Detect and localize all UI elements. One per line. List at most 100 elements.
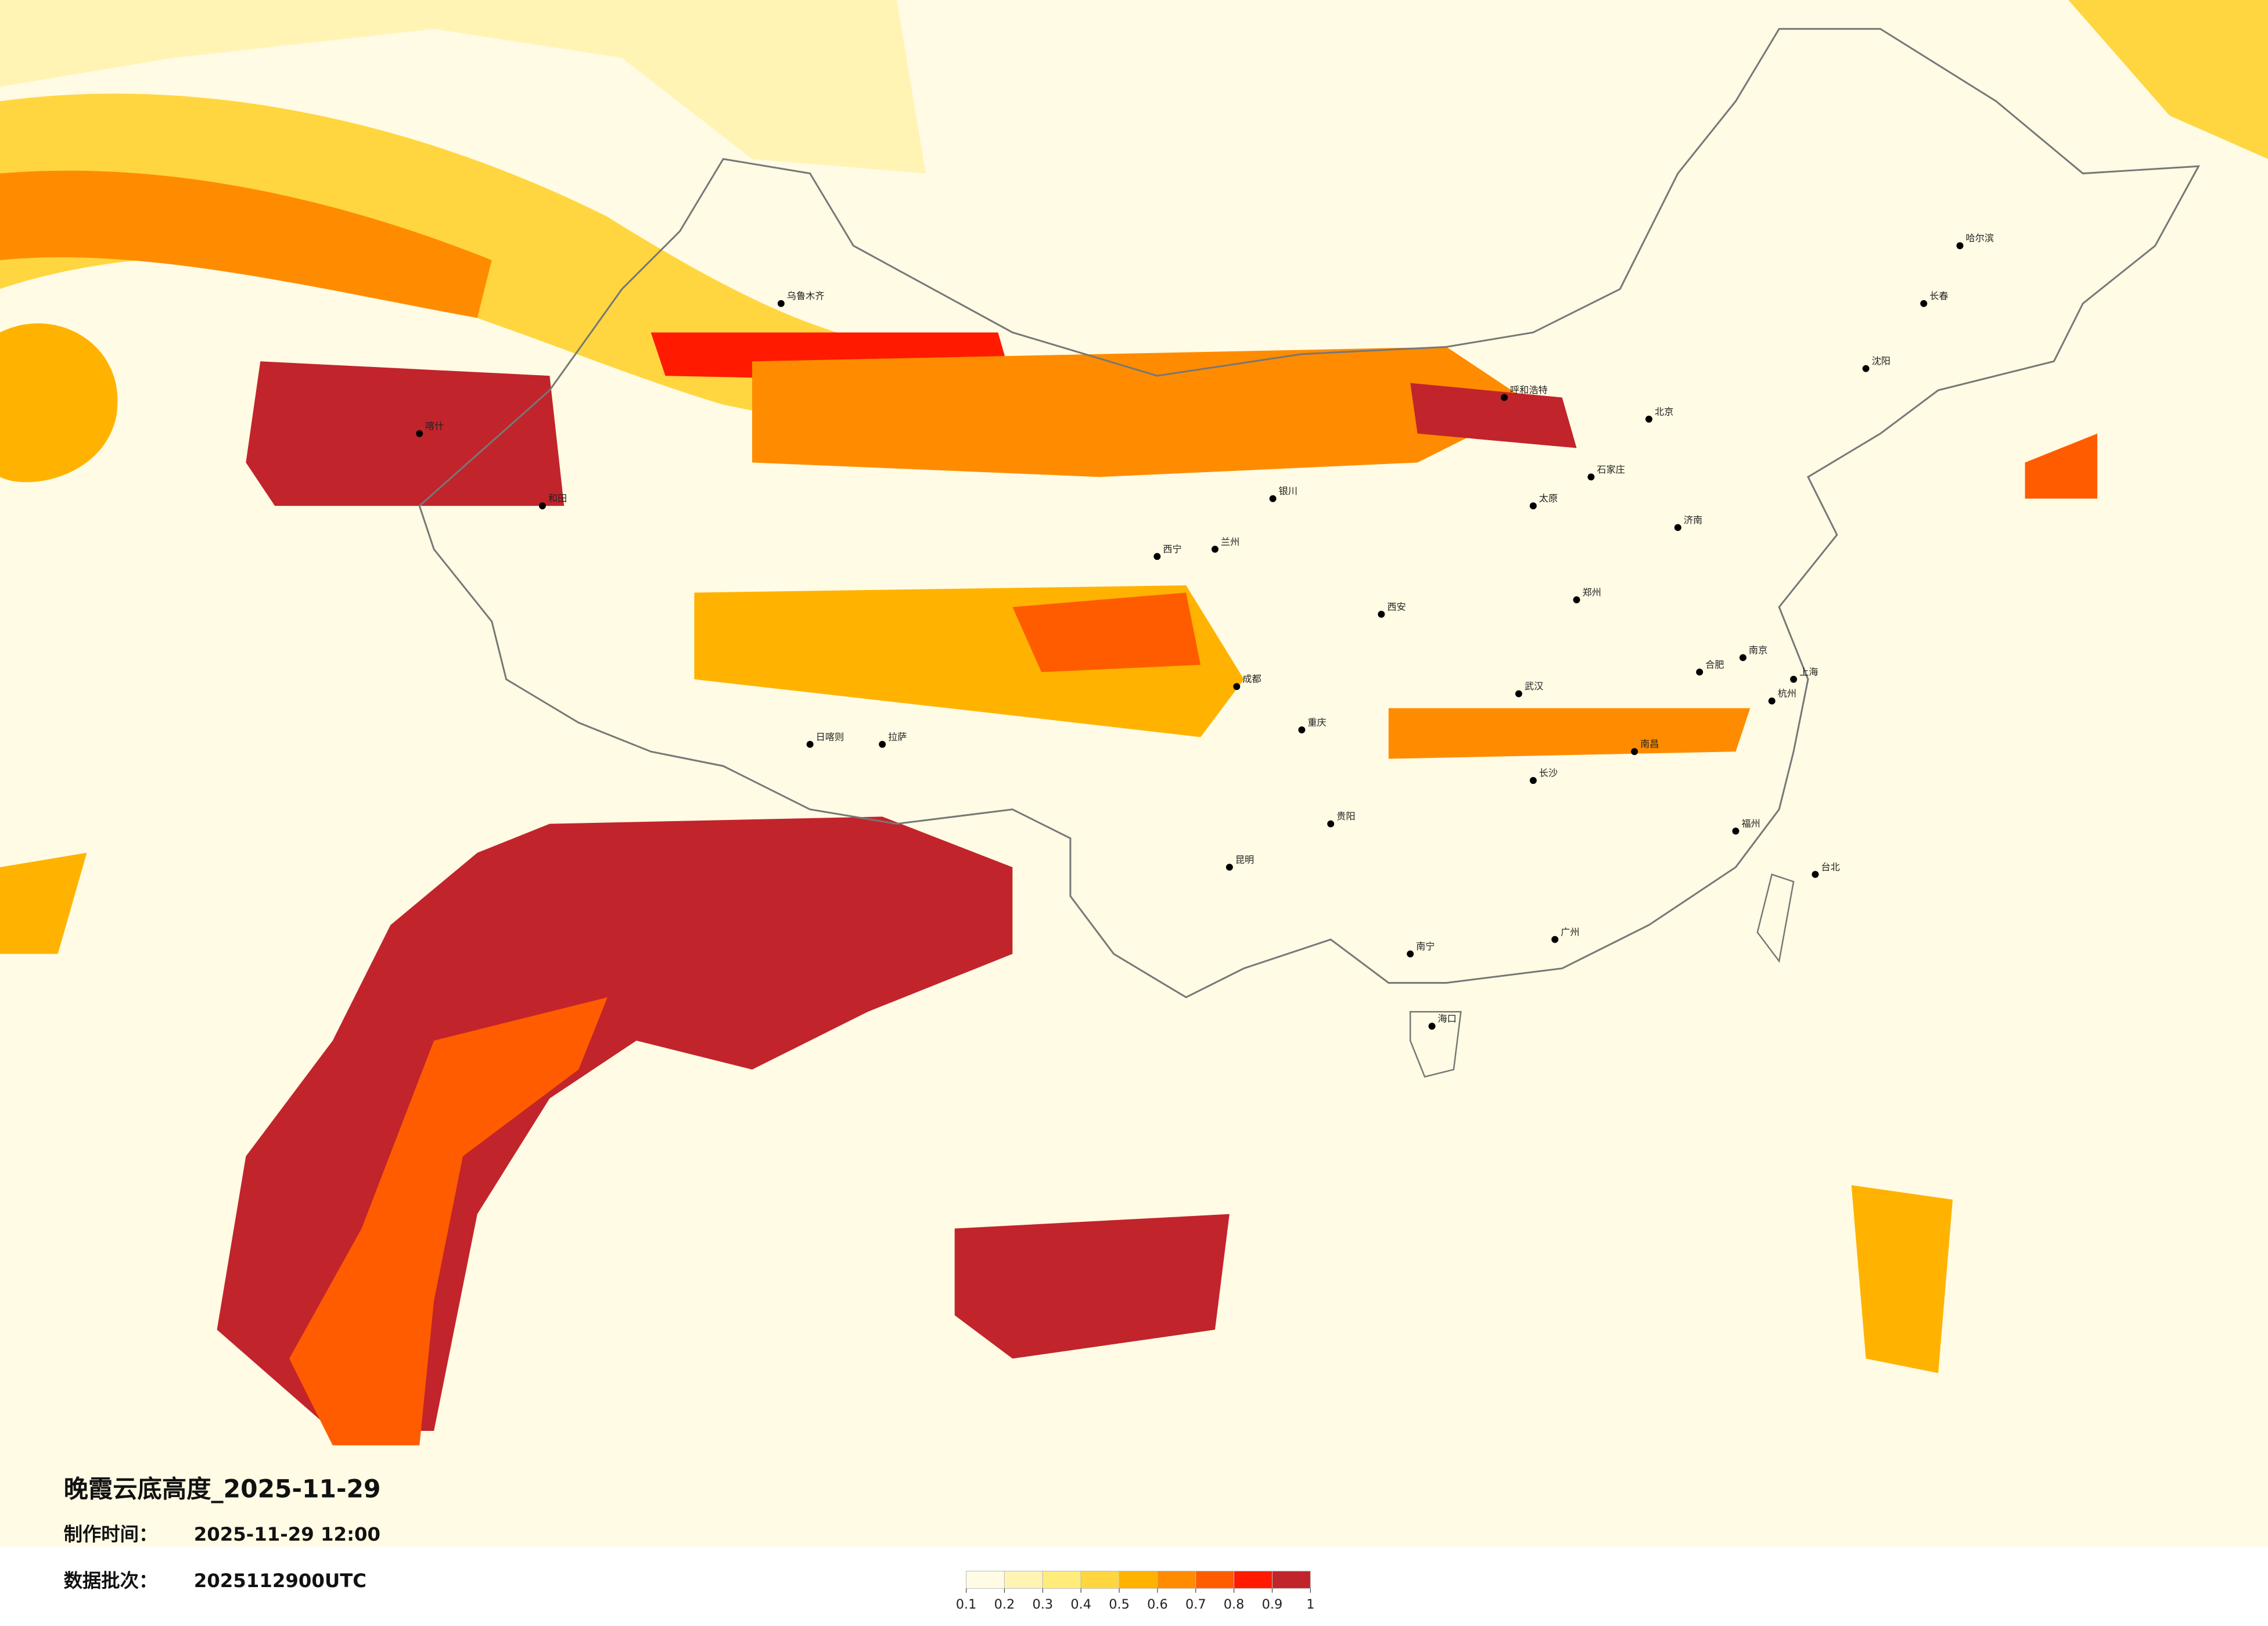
city-dot [1768, 697, 1775, 705]
city-label: 合肥 [1705, 659, 1724, 670]
field [954, 1214, 1230, 1359]
city-dot [879, 740, 886, 748]
batch-label: 数据批次： [64, 1570, 158, 1592]
city-label: 拉萨 [888, 731, 907, 742]
city-dot [1862, 365, 1870, 372]
city-dot [1153, 553, 1161, 560]
colorbar-swatch [1004, 1570, 1043, 1589]
colorbar-swatch [1119, 1570, 1158, 1589]
city-label: 福州 [1741, 818, 1760, 829]
city-dot [777, 300, 785, 307]
city-label: 武汉 [1525, 681, 1543, 692]
city-label: 南京 [1749, 645, 1767, 656]
made-label: 制作时间： [64, 1523, 158, 1545]
field [2068, 0, 2268, 159]
city-label: 沈阳 [1872, 355, 1890, 366]
city-dot [1225, 864, 1233, 871]
city-dot [1551, 936, 1559, 943]
colorbar-tick-label: 0.5 [1109, 1597, 1130, 1612]
city-label: 台北 [1821, 861, 1839, 872]
city-label: 长春 [1929, 290, 1948, 301]
made-time: 2025-11-29 12:00 [194, 1523, 380, 1545]
city-label: 郑州 [1583, 587, 1601, 598]
colorbar-swatch [1271, 1570, 1311, 1589]
title: 晚霞云底高度_2025-11-29 [64, 1475, 381, 1503]
field [289, 997, 608, 1445]
colorbar-swatch [1234, 1570, 1273, 1589]
city-dot [1298, 726, 1306, 733]
field [0, 0, 926, 174]
city-label: 乌鲁木齐 [787, 290, 825, 301]
city-dot [1732, 828, 1739, 835]
city-label: 喀什 [425, 420, 444, 431]
field [0, 852, 87, 954]
city-dot [538, 502, 546, 510]
city-label: 西安 [1387, 601, 1406, 612]
island-border [1756, 873, 1795, 963]
city-dot [1645, 415, 1653, 423]
city-label: 兰州 [1221, 536, 1239, 547]
city-dot [1529, 502, 1537, 510]
city-dot [1696, 668, 1703, 676]
city-dot [1529, 777, 1537, 784]
country-border [418, 28, 2201, 999]
city-label: 石家庄 [1597, 464, 1625, 475]
colorbar: 0.1 0.2 0.3 0.4 0.5 0.6 0.7 0.8 0.9 1 [956, 1570, 1314, 1612]
colorbar-tick-label: 0.8 [1224, 1597, 1245, 1612]
colorbar-tick-label: 0.1 [956, 1597, 977, 1612]
city-label: 银川 [1279, 485, 1297, 497]
field [246, 361, 565, 506]
city-dot [1378, 610, 1385, 618]
colorbar-swatch [1157, 1570, 1196, 1589]
city-label: 杭州 [1778, 688, 1796, 699]
city-label: 成都 [1242, 674, 1261, 685]
city-dot [416, 430, 423, 437]
city-label: 呼和浩特 [1510, 384, 1548, 395]
field [1851, 1185, 1953, 1373]
city-dot [1587, 473, 1595, 481]
field [2025, 433, 2098, 499]
colorbar-tick-label: 0.2 [994, 1597, 1015, 1612]
colorbar-tick-label: 1 [1306, 1597, 1314, 1612]
cloud-fields [0, 0, 2268, 1445]
city-label: 济南 [1684, 515, 1702, 526]
city-dot [1233, 683, 1241, 690]
field [0, 323, 118, 483]
colorbar-tick-label: 0.6 [1147, 1597, 1168, 1612]
colorbar-swatch [966, 1570, 1005, 1589]
city-label: 长沙 [1539, 768, 1558, 779]
city-label: 南昌 [1640, 739, 1659, 750]
city-label: 太原 [1539, 493, 1558, 504]
city-label: 南宁 [1416, 941, 1435, 952]
city-dot [1811, 870, 1819, 878]
city-dot [1573, 596, 1580, 603]
city-dot [1269, 495, 1277, 502]
island-border [1409, 1010, 1462, 1078]
colorbar-tick-label: 0.7 [1185, 1597, 1206, 1612]
field [752, 347, 1533, 477]
colorbar-swatch [1195, 1570, 1235, 1589]
city-label: 广州 [1561, 926, 1579, 937]
city-dot [1956, 242, 1964, 250]
field [1012, 592, 1201, 672]
city-dot [1211, 545, 1219, 553]
city-dot [1739, 654, 1746, 661]
field [1388, 708, 1751, 759]
city-label: 昆明 [1235, 854, 1254, 865]
city-label: 重庆 [1307, 717, 1326, 728]
colorbar-swatch [1080, 1570, 1120, 1589]
city-dot [1631, 748, 1638, 756]
city-label: 北京 [1655, 406, 1673, 417]
city-dot [1501, 394, 1508, 401]
city-dot [1327, 820, 1335, 828]
batch: 2025112900UTC [194, 1570, 366, 1592]
colorbar-tick-label: 0.4 [1070, 1597, 1091, 1612]
colorbar-tick-label: 0.3 [1033, 1597, 1054, 1612]
city-label: 西宁 [1163, 544, 1181, 555]
city-dot [1674, 524, 1681, 531]
city-dot [1428, 1023, 1436, 1030]
city-dot [1920, 300, 1928, 307]
